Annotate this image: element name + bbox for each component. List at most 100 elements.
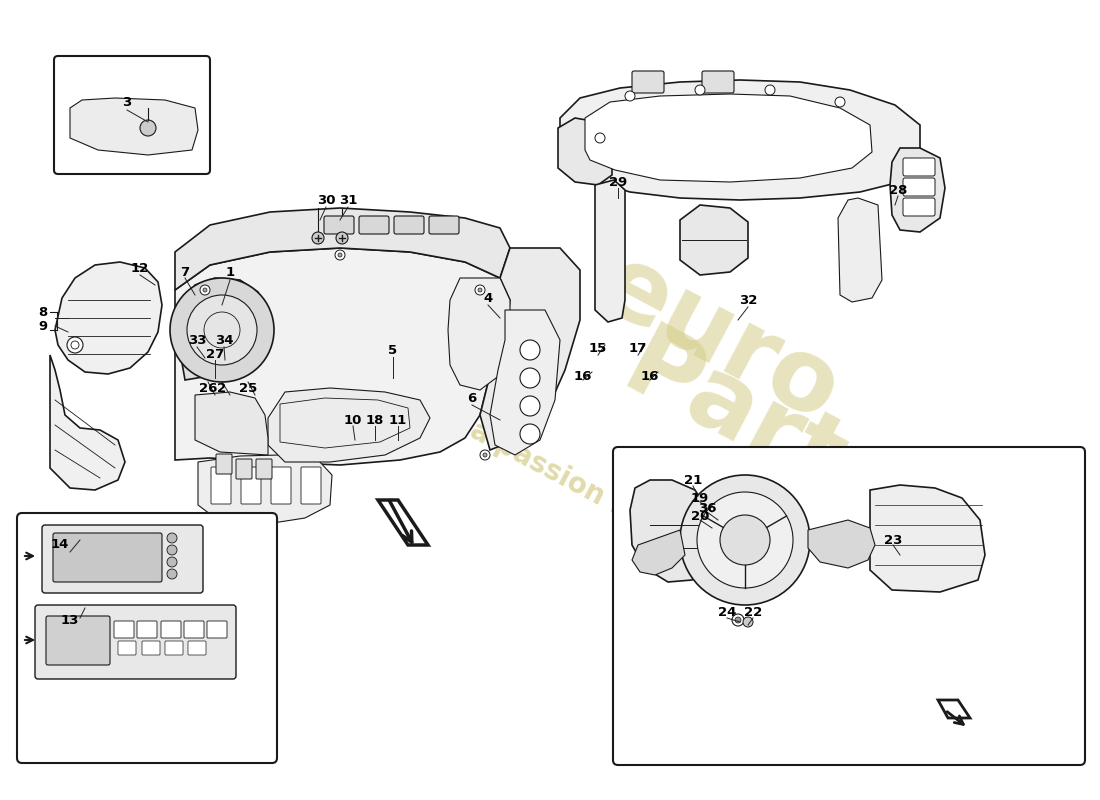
FancyBboxPatch shape <box>271 467 292 504</box>
Circle shape <box>520 340 540 360</box>
Circle shape <box>680 475 810 605</box>
FancyBboxPatch shape <box>16 513 277 763</box>
Text: 11: 11 <box>389 414 407 426</box>
Polygon shape <box>560 80 920 200</box>
Text: 15: 15 <box>588 342 607 354</box>
FancyBboxPatch shape <box>46 616 110 665</box>
Polygon shape <box>490 310 560 455</box>
FancyBboxPatch shape <box>35 605 236 679</box>
Polygon shape <box>195 392 268 455</box>
Text: 16: 16 <box>641 370 659 382</box>
Text: 17: 17 <box>629 342 647 354</box>
Circle shape <box>480 450 490 460</box>
Text: 5: 5 <box>388 343 397 357</box>
Text: euro: euro <box>584 237 856 443</box>
Circle shape <box>835 97 845 107</box>
Polygon shape <box>178 278 265 380</box>
Polygon shape <box>808 520 874 568</box>
Circle shape <box>200 285 210 295</box>
FancyBboxPatch shape <box>256 459 272 479</box>
Polygon shape <box>890 148 945 232</box>
FancyBboxPatch shape <box>54 56 210 174</box>
Text: 25: 25 <box>239 382 257 394</box>
Text: 16: 16 <box>574 370 592 382</box>
Text: 34: 34 <box>214 334 233 346</box>
Polygon shape <box>175 208 510 290</box>
Circle shape <box>520 424 540 444</box>
FancyBboxPatch shape <box>236 459 252 479</box>
Circle shape <box>167 557 177 567</box>
Circle shape <box>478 288 482 292</box>
FancyBboxPatch shape <box>903 198 935 216</box>
Polygon shape <box>50 355 125 490</box>
Circle shape <box>167 545 177 555</box>
Text: 9: 9 <box>39 319 47 333</box>
Polygon shape <box>595 180 625 322</box>
Text: 6: 6 <box>468 391 476 405</box>
Polygon shape <box>585 94 872 182</box>
Circle shape <box>742 617 754 627</box>
Circle shape <box>764 85 776 95</box>
Circle shape <box>695 85 705 95</box>
Text: 22: 22 <box>744 606 762 618</box>
FancyBboxPatch shape <box>241 467 261 504</box>
FancyBboxPatch shape <box>394 216 424 234</box>
Text: 29: 29 <box>609 175 627 189</box>
FancyBboxPatch shape <box>301 467 321 504</box>
Text: 30: 30 <box>317 194 336 206</box>
FancyBboxPatch shape <box>632 71 664 93</box>
Circle shape <box>204 288 207 292</box>
Circle shape <box>170 278 274 382</box>
Polygon shape <box>870 485 984 592</box>
Polygon shape <box>558 118 612 185</box>
Text: 19: 19 <box>691 491 710 505</box>
FancyBboxPatch shape <box>903 158 935 176</box>
Text: Parts: Parts <box>607 318 913 542</box>
Text: 2: 2 <box>218 382 227 394</box>
Text: 36: 36 <box>697 502 716 514</box>
FancyBboxPatch shape <box>211 467 231 504</box>
Text: 7: 7 <box>180 266 189 278</box>
Polygon shape <box>630 480 712 582</box>
Circle shape <box>187 295 257 365</box>
Polygon shape <box>632 530 685 575</box>
Circle shape <box>520 368 540 388</box>
Circle shape <box>735 617 741 623</box>
FancyBboxPatch shape <box>429 216 459 234</box>
FancyBboxPatch shape <box>118 641 136 655</box>
FancyBboxPatch shape <box>42 525 204 593</box>
Text: 13: 13 <box>60 614 79 626</box>
Text: 3: 3 <box>122 95 132 109</box>
FancyBboxPatch shape <box>188 641 206 655</box>
Polygon shape <box>480 248 580 450</box>
Polygon shape <box>175 248 510 465</box>
Text: 26: 26 <box>199 382 217 394</box>
Polygon shape <box>55 262 162 374</box>
Text: a passion for parts since 1985: a passion for parts since 1985 <box>464 417 895 663</box>
Circle shape <box>336 250 345 260</box>
FancyBboxPatch shape <box>613 447 1085 765</box>
Circle shape <box>338 253 342 257</box>
Polygon shape <box>70 98 198 155</box>
Circle shape <box>625 91 635 101</box>
Circle shape <box>167 533 177 543</box>
Polygon shape <box>198 455 332 525</box>
Text: 14: 14 <box>51 538 69 551</box>
FancyBboxPatch shape <box>324 216 354 234</box>
Text: 4: 4 <box>483 291 493 305</box>
Text: 24: 24 <box>718 606 736 618</box>
FancyBboxPatch shape <box>184 621 204 638</box>
FancyBboxPatch shape <box>207 621 227 638</box>
Polygon shape <box>268 388 430 462</box>
FancyBboxPatch shape <box>142 641 160 655</box>
FancyBboxPatch shape <box>903 178 935 196</box>
Circle shape <box>336 232 348 244</box>
Text: 28: 28 <box>889 183 908 197</box>
Circle shape <box>140 120 156 136</box>
Circle shape <box>697 492 793 588</box>
FancyBboxPatch shape <box>161 621 182 638</box>
Polygon shape <box>838 198 882 302</box>
Circle shape <box>483 453 487 457</box>
Circle shape <box>475 285 485 295</box>
Text: 27: 27 <box>206 349 224 362</box>
